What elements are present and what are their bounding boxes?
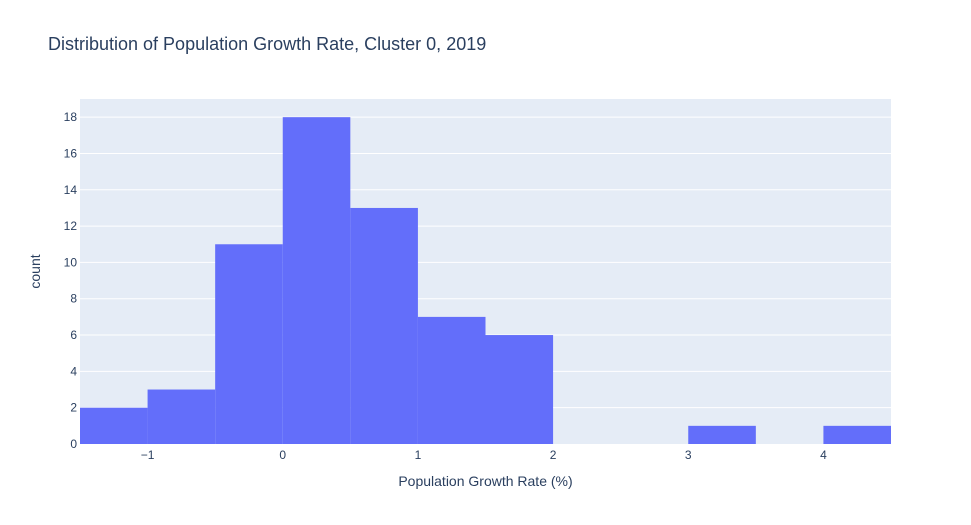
x-tick-label: 2 xyxy=(550,448,557,462)
y-tick-label: 6 xyxy=(70,328,77,342)
y-tick-label: 10 xyxy=(64,255,78,269)
histogram-bar xyxy=(350,207,418,444)
histogram-bar xyxy=(147,389,216,444)
x-tick-label: 4 xyxy=(820,448,827,462)
y-tick-label: 4 xyxy=(70,364,77,378)
x-axis-ticks: −1 0 1 2 3 4 xyxy=(141,448,827,462)
y-tick-label: 18 xyxy=(64,110,78,124)
histogram-bar xyxy=(417,316,486,444)
x-axis-title: Population Growth Rate (%) xyxy=(398,473,572,489)
x-tick-label: 1 xyxy=(415,448,422,462)
bars xyxy=(80,117,891,444)
histogram-bar xyxy=(80,407,148,444)
y-axis-ticks: 0 2 4 6 8 10 12 14 16 18 xyxy=(64,110,78,451)
histogram-bar xyxy=(688,425,756,444)
chart-title: Distribution of Population Growth Rate, … xyxy=(48,34,487,54)
histogram-bar xyxy=(823,425,891,444)
histogram-bar xyxy=(485,335,554,444)
y-tick-label: 2 xyxy=(70,401,77,415)
histogram-bar xyxy=(282,117,351,444)
y-tick-label: 8 xyxy=(70,292,77,306)
y-axis-title: count xyxy=(27,254,43,288)
y-tick-label: 12 xyxy=(64,219,78,233)
y-tick-label: 14 xyxy=(64,183,78,197)
y-tick-label: 0 xyxy=(70,437,77,451)
x-tick-label: 3 xyxy=(685,448,692,462)
histogram-bar xyxy=(215,244,283,444)
x-tick-label: 0 xyxy=(279,448,286,462)
x-tick-label: −1 xyxy=(141,448,155,462)
y-tick-label: 16 xyxy=(64,146,78,160)
